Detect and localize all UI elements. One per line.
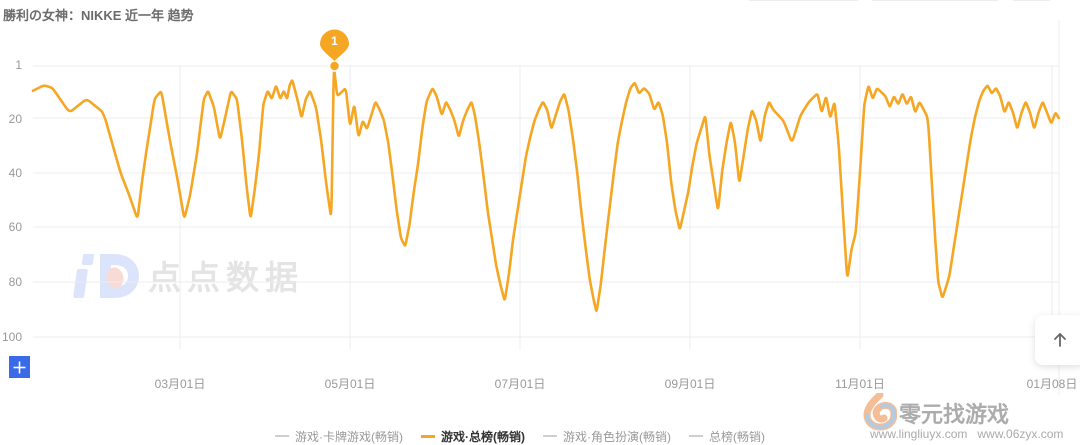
svg-text:03月01日: 03月01日 bbox=[155, 377, 206, 391]
svg-text:80: 80 bbox=[9, 275, 23, 289]
svg-text:1: 1 bbox=[331, 34, 338, 48]
svg-text:09月01日: 09月01日 bbox=[665, 377, 716, 391]
svg-text:05月01日: 05月01日 bbox=[325, 377, 376, 391]
svg-text:1: 1 bbox=[15, 58, 22, 72]
svg-text:07月01日: 07月01日 bbox=[495, 377, 546, 391]
svg-text:60: 60 bbox=[9, 220, 23, 234]
svg-text:100: 100 bbox=[2, 330, 22, 344]
svg-text:11月01日: 11月01日 bbox=[835, 377, 885, 391]
svg-text:40: 40 bbox=[9, 166, 23, 180]
svg-text:01月08日: 01月08日 bbox=[1027, 377, 1078, 391]
svg-text:20: 20 bbox=[9, 112, 23, 126]
